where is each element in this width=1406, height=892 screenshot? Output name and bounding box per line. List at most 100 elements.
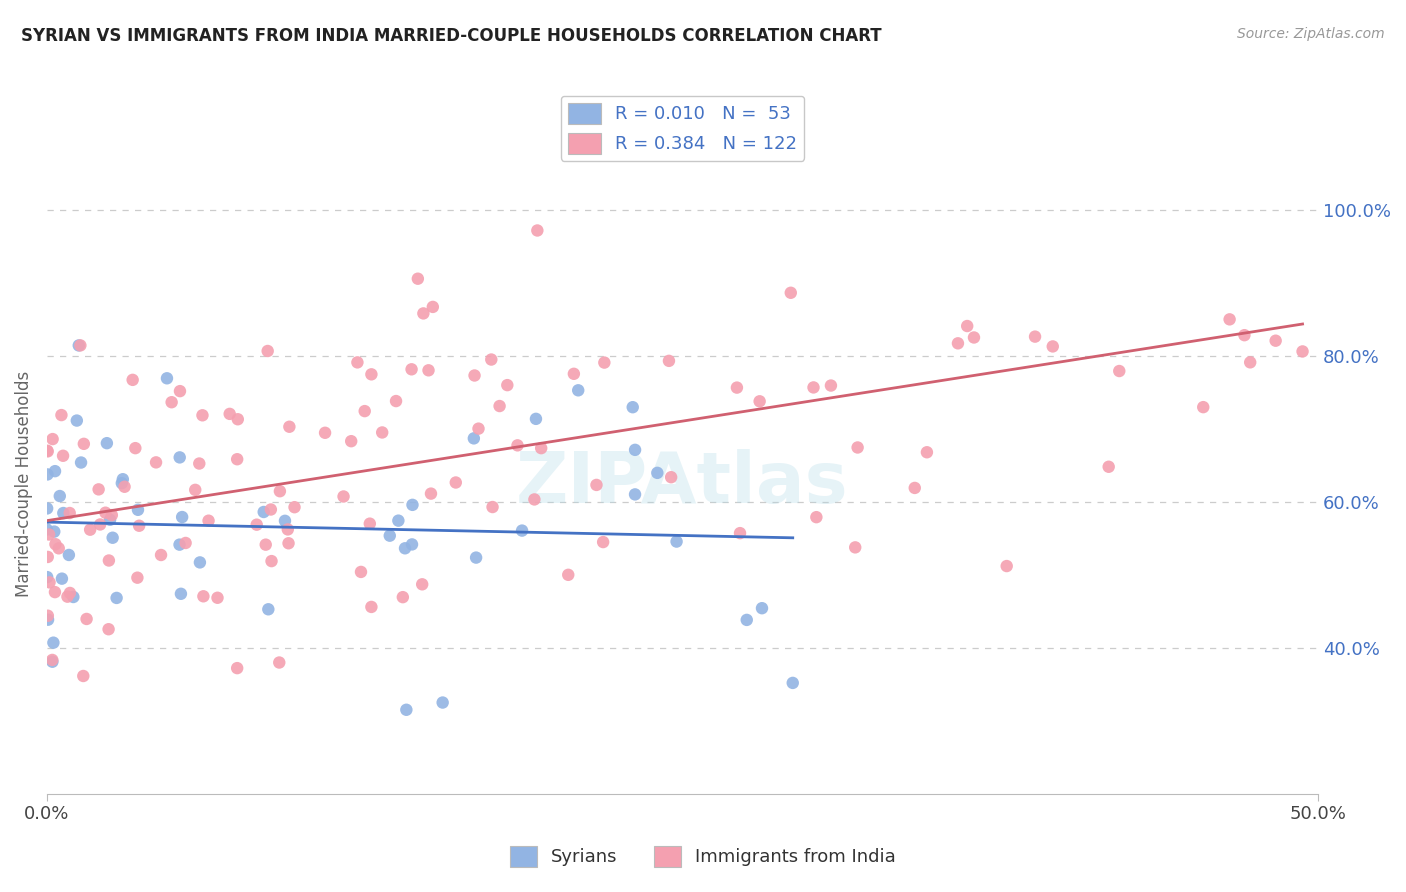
Point [392,590,415,604]
Point [1042,339,1064,353]
Point [1192,400,1215,414]
Point [530,441,553,455]
Point [844,541,866,555]
Point [188,457,211,471]
Point [169,384,191,398]
Point [904,481,927,495]
Point [48,541,70,556]
Point [67,338,90,352]
Point [51,408,73,422]
Point [406,271,429,285]
Point [256,343,278,358]
Point [1291,344,1313,359]
Point [526,223,548,237]
Point [37,444,59,458]
Point [562,367,585,381]
Point [260,502,283,516]
Point [387,514,409,528]
Point [111,472,134,486]
Point [624,487,647,501]
Point [73,437,96,451]
Point [184,483,207,497]
Point [127,503,149,517]
Point [806,510,828,524]
Point [128,518,150,533]
Point [385,394,408,409]
Point [145,455,167,469]
Point [41,653,63,667]
Point [820,378,842,392]
Point [269,656,291,670]
Point [58,548,80,562]
Point [105,591,128,605]
Point [782,676,804,690]
Point [257,602,280,616]
Point [246,517,269,532]
Point [779,285,801,300]
Point [422,300,444,314]
Point [52,449,75,463]
Legend: Syrians, Immigrants from India: Syrians, Immigrants from India [502,838,904,874]
Point [59,586,82,600]
Point [79,523,101,537]
Point [506,438,529,452]
Point [353,404,375,418]
Point [207,591,229,605]
Point [89,517,111,532]
Point [585,478,607,492]
Point [193,589,215,603]
Point [1098,459,1121,474]
Point [37,467,59,482]
Point [488,399,510,413]
Point [44,585,66,599]
Text: SYRIAN VS IMMIGRANTS FROM INDIA MARRIED-COUPLE HOUSEHOLDS CORRELATION CHART: SYRIAN VS IMMIGRANTS FROM INDIA MARRIED-… [21,27,882,45]
Point [956,319,979,334]
Point [371,425,394,440]
Point [44,524,66,539]
Point [444,475,467,490]
Point [314,425,336,440]
Point [226,661,249,675]
Point [412,306,434,320]
Point [464,368,486,383]
Point [62,590,84,604]
Point [593,355,616,369]
Point [37,549,59,564]
Point [725,381,748,395]
Point [254,538,277,552]
Point [101,508,124,522]
Point [621,401,644,415]
Point [1219,312,1241,326]
Point [37,443,59,458]
Point [269,484,291,499]
Text: ZIPAtlas: ZIPAtlas [516,449,849,518]
Point [278,419,301,434]
Point [226,452,249,467]
Point [41,432,63,446]
Point [624,442,647,457]
Point [38,527,60,541]
Point [803,380,825,394]
Point [98,513,121,527]
Point [465,550,488,565]
Point [751,601,773,615]
Point [87,483,110,497]
Point [37,501,59,516]
Text: Source: ZipAtlas.com: Source: ZipAtlas.com [1237,27,1385,41]
Point [420,486,443,500]
Point [274,514,297,528]
Point [59,506,82,520]
Point [56,590,79,604]
Point [114,480,136,494]
Point [846,441,869,455]
Point [76,612,98,626]
Point [35,523,58,537]
Point [659,470,682,484]
Point [111,476,134,491]
Point [418,363,440,377]
Point [277,536,299,550]
Point [567,384,589,398]
Point [226,412,249,426]
Point [1264,334,1286,348]
Point [37,613,59,627]
